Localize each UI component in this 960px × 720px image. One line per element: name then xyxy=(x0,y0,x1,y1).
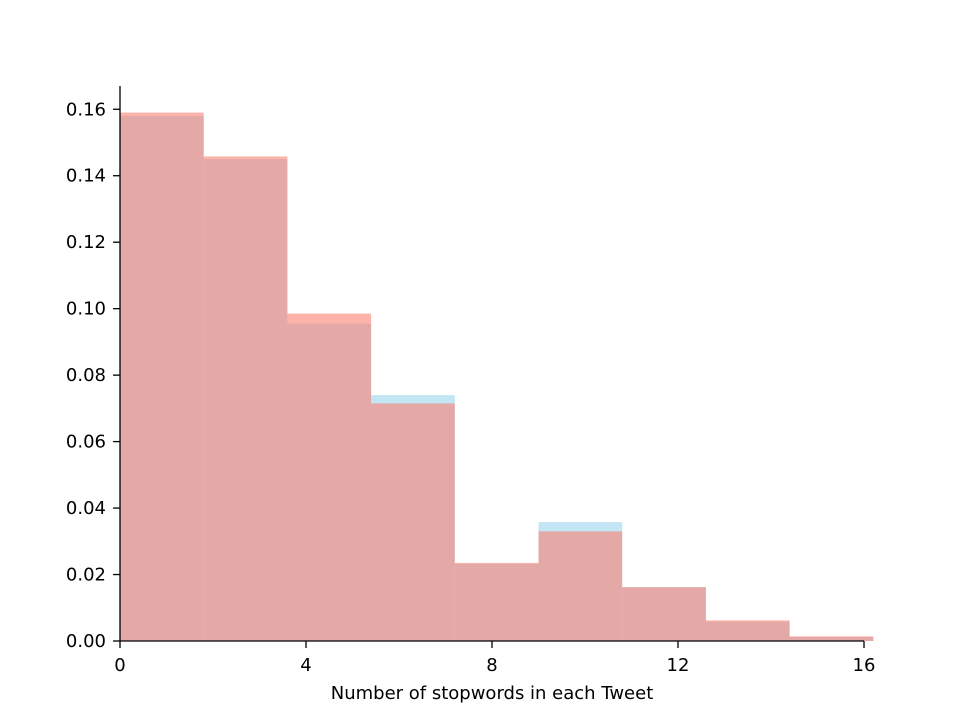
y-tick-label: 0.00 xyxy=(66,631,106,652)
histogram-bar xyxy=(538,531,623,641)
y-tick-label: 0.10 xyxy=(66,299,106,320)
y-tick-label: 0.16 xyxy=(66,99,106,120)
x-tick-label: 8 xyxy=(486,655,497,676)
y-tick-label: 0.06 xyxy=(66,432,106,453)
histogram-bar xyxy=(622,587,706,641)
x-tick-label: 16 xyxy=(853,655,876,676)
histogram-bar xyxy=(203,156,288,642)
y-tick-label: 0.02 xyxy=(66,565,106,586)
histogram-bar xyxy=(705,620,790,641)
y-tick-label: 0.12 xyxy=(66,232,106,253)
x-ticks: 0 4 8 12 16 xyxy=(114,641,875,676)
histogram-bar xyxy=(287,313,372,641)
y-ticks: 0.00 0.02 0.04 0.06 0.08 0.10 0.12 0.14 0.16 xyxy=(66,99,120,652)
histogram-bar xyxy=(454,562,539,641)
y-tick-label: 0.08 xyxy=(66,365,106,386)
series-2 xyxy=(120,112,874,642)
x-tick-label: 4 xyxy=(300,655,311,676)
x-tick-label: 12 xyxy=(667,655,690,676)
x-tick-label: 0 xyxy=(114,655,125,676)
histogram-bar xyxy=(120,112,204,642)
y-tick-label: 0.04 xyxy=(66,498,106,519)
histogram-bar xyxy=(371,403,455,641)
histogram-bar xyxy=(789,636,874,641)
bars-layer xyxy=(120,112,874,642)
x-axis-title: Number of stopwords in each Tweet xyxy=(331,683,654,704)
y-tick-label: 0.14 xyxy=(66,166,106,187)
